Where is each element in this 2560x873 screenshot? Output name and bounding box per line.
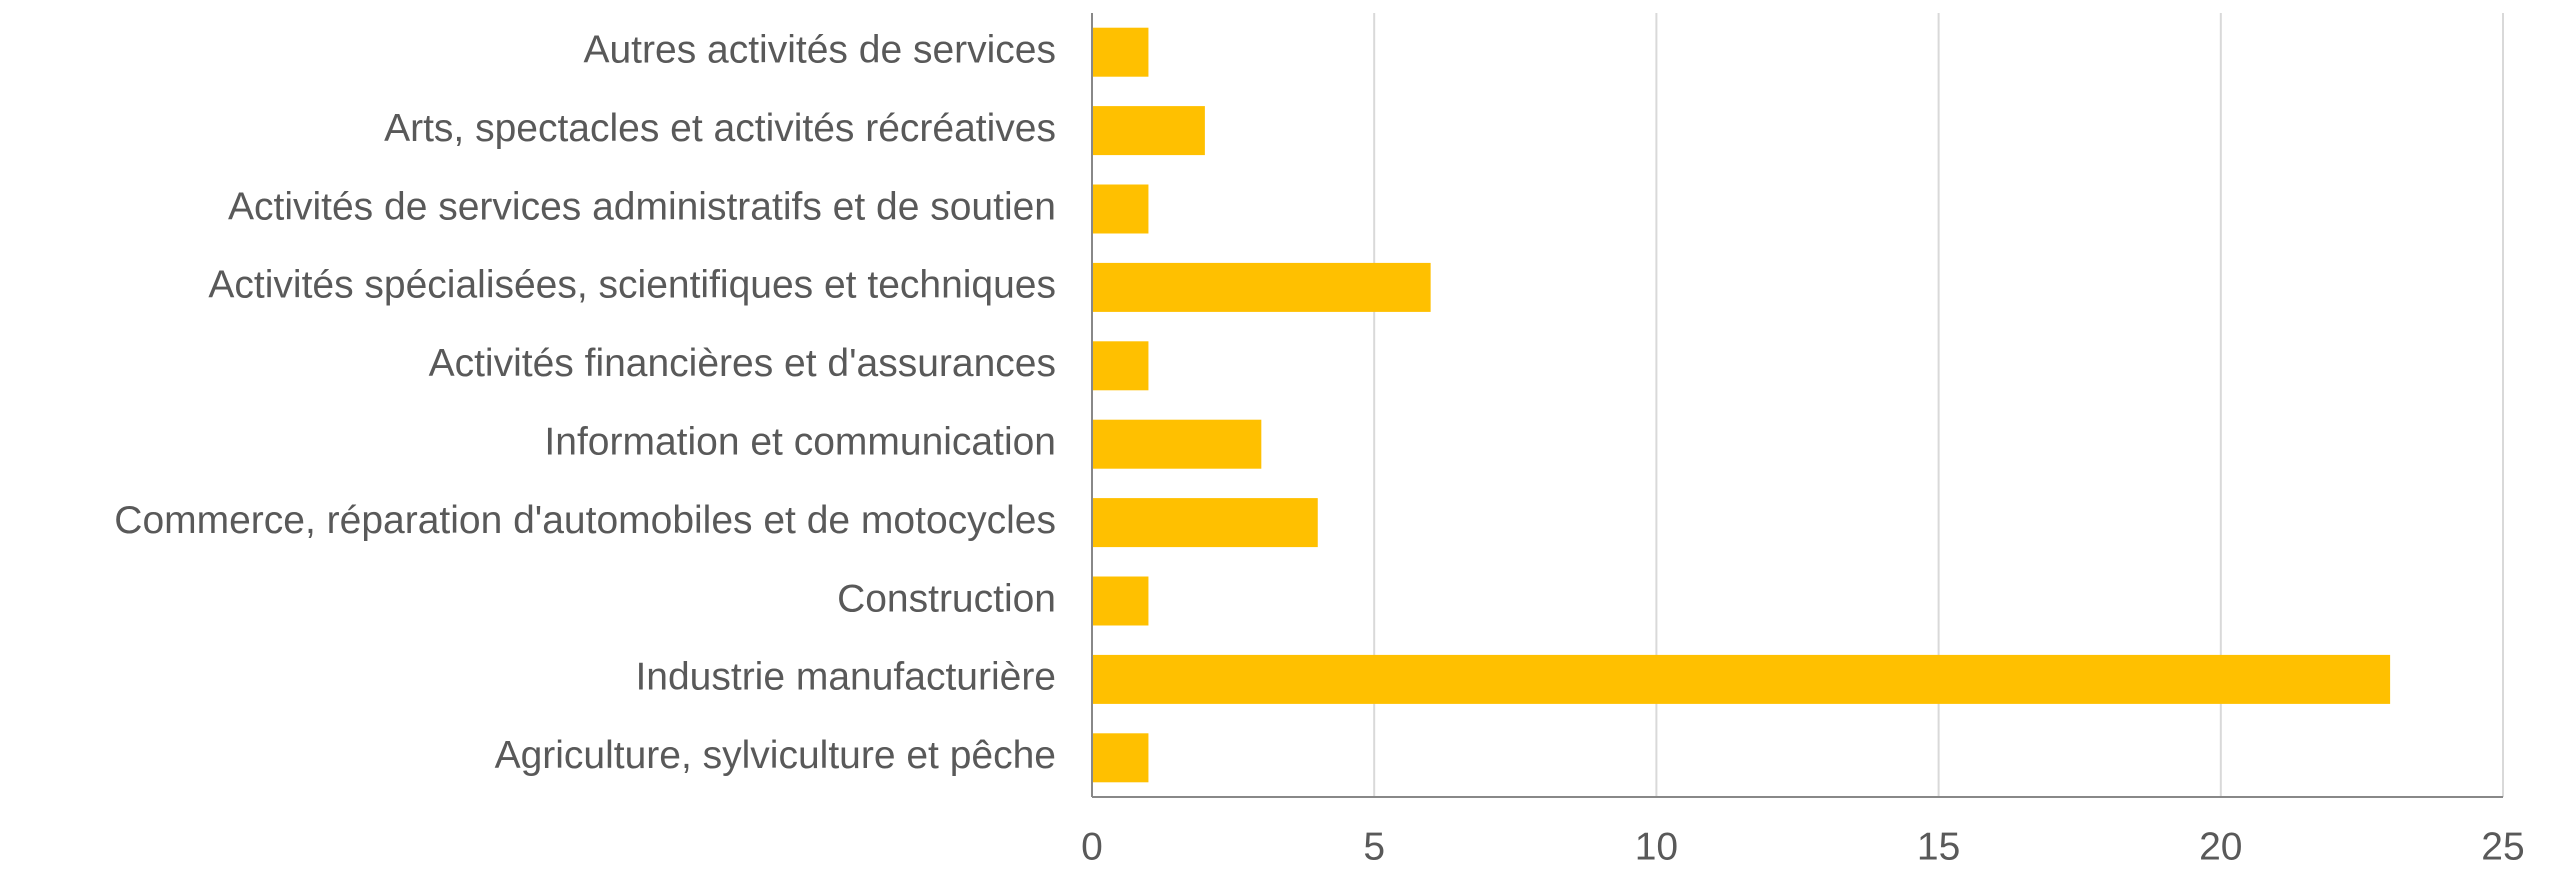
bar <box>1092 106 1205 156</box>
bar <box>1092 576 1149 626</box>
bar <box>1092 419 1262 469</box>
y-tick-label: Information et communication <box>544 420 1056 463</box>
x-tick-label: 20 <box>2199 825 2242 868</box>
bar <box>1092 262 1431 312</box>
y-tick-label: Activités spécialisées, scientifiques et… <box>208 264 1056 307</box>
bar <box>1092 341 1149 391</box>
y-tick-label: Commerce, réparation d'automobiles et de… <box>114 499 1056 542</box>
y-tick-label: Agriculture, sylviculture et pêche <box>495 734 1056 777</box>
x-tick-label: 5 <box>1363 825 1385 868</box>
y-tick-label: Autres activités de services <box>583 28 1056 71</box>
y-tick-label: Activités financières et d'assurances <box>429 342 1056 385</box>
bar <box>1092 733 1149 783</box>
y-tick-label: Industrie manufacturière <box>635 656 1056 699</box>
x-tick-label: 15 <box>1917 825 1960 868</box>
y-tick-label: Arts, spectacles et activités récréative… <box>384 107 1056 150</box>
y-tick-label: Construction <box>837 577 1056 620</box>
bar <box>1092 27 1149 77</box>
x-tick-label: 25 <box>2481 825 2524 868</box>
bar <box>1092 498 1318 548</box>
y-tick-label: Activités de services administratifs et … <box>228 185 1056 228</box>
x-tick-label: 0 <box>1081 825 1103 868</box>
bar <box>1092 184 1149 234</box>
bar <box>1092 654 2391 704</box>
x-tick-label: 10 <box>1635 825 1678 868</box>
